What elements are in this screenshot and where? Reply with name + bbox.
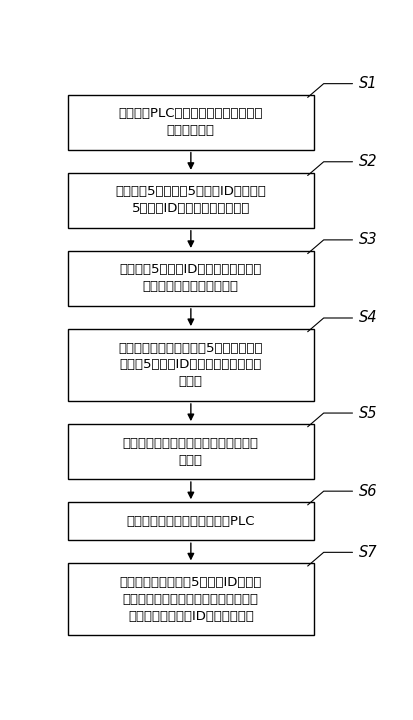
Bar bbox=[68, 251, 314, 306]
Text: S6: S6 bbox=[359, 484, 377, 499]
Text: 并根据5个雷管ID和相应的爆破密文进: 并根据5个雷管ID和相应的爆破密文进 bbox=[120, 359, 262, 372]
Text: 行注码: 行注码 bbox=[179, 375, 203, 388]
Text: 电子雷管打印雷管ID和打印二维码: 电子雷管打印雷管ID和打印二维码 bbox=[128, 610, 254, 623]
Text: S4: S4 bbox=[359, 310, 377, 325]
Text: S3: S3 bbox=[359, 233, 377, 248]
Text: 注码设备检测排模板上的5发电子雷管，: 注码设备检测排模板上的5发电子雷管， bbox=[119, 341, 263, 354]
Bar bbox=[68, 329, 314, 401]
Text: 上位机组织一个包含5个雷管ID的字符: 上位机组织一个包含5个雷管ID的字符 bbox=[120, 576, 262, 589]
Bar bbox=[68, 94, 314, 150]
Text: 5个雷管ID生成对应的爆破密文: 5个雷管ID生成对应的爆破密文 bbox=[132, 202, 250, 215]
Text: 串发送至激光打标机，使激光打标机对: 串发送至激光打标机，使激光打标机对 bbox=[123, 593, 259, 606]
Text: 启动注码流程: 启动注码流程 bbox=[167, 124, 215, 137]
Text: 生成一模5发的连续5个雷管ID，根据这: 生成一模5发的连续5个雷管ID，根据这 bbox=[115, 185, 266, 198]
Text: S5: S5 bbox=[359, 405, 377, 420]
Bar bbox=[68, 424, 314, 479]
Text: 当检测到PLC发送的针板下压的信号，: 当检测到PLC发送的针板下压的信号， bbox=[119, 107, 263, 120]
Text: 把生成的5个雷管ID和相应的爆破密文: 把生成的5个雷管ID和相应的爆破密文 bbox=[120, 264, 262, 276]
Bar bbox=[68, 563, 314, 635]
Bar bbox=[68, 502, 314, 540]
Text: ，通过串口发送至注码设备: ，通过串口发送至注码设备 bbox=[143, 280, 239, 293]
Text: 注码设备将检测结果和注码结果返回给: 注码设备将检测结果和注码结果返回给 bbox=[123, 436, 259, 449]
Text: 上位机: 上位机 bbox=[179, 454, 203, 467]
Bar bbox=[68, 173, 314, 228]
Text: 上位机发送针板抬起的信号给PLC: 上位机发送针板抬起的信号给PLC bbox=[127, 515, 255, 528]
Text: S1: S1 bbox=[359, 76, 377, 91]
Text: S2: S2 bbox=[359, 154, 377, 169]
Text: S7: S7 bbox=[359, 545, 377, 560]
